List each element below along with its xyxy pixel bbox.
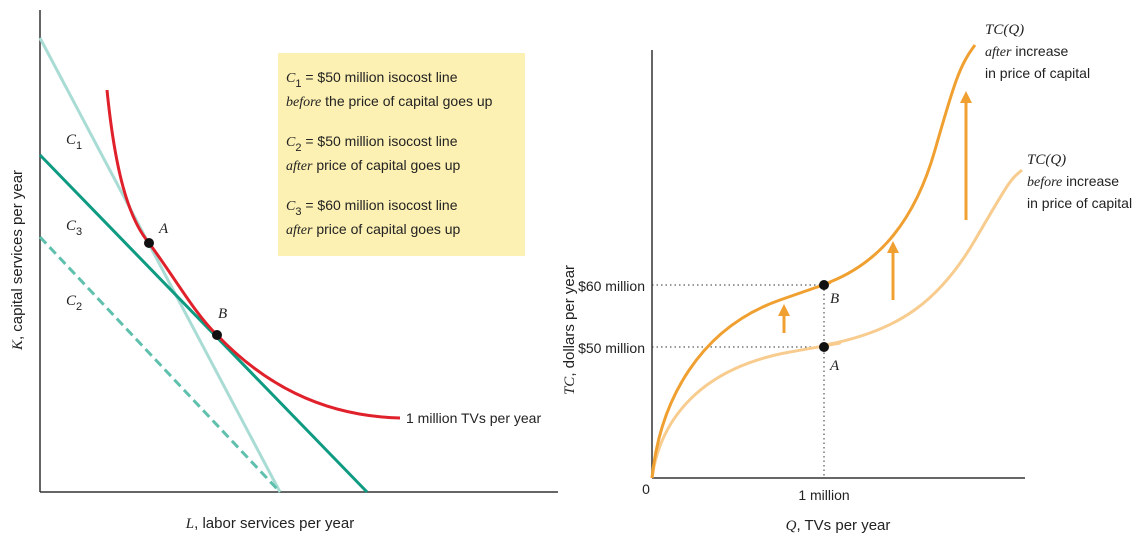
- legend-box: [278, 53, 525, 256]
- line-label: C3: [66, 218, 82, 238]
- point-a: [819, 342, 829, 352]
- isocost-c2: [38, 235, 282, 494]
- curve-label: after increase: [985, 43, 1068, 60]
- point-label: B: [218, 306, 227, 322]
- isocost-c3: [38, 153, 369, 494]
- legend-line: before the price of capital goes up: [286, 93, 493, 110]
- legend: C1 = $50 million isocost line before the…: [286, 69, 493, 238]
- legend-line: after price of capital goes up: [286, 221, 461, 238]
- isoquant: [105, 89, 401, 420]
- isocost-c1: [38, 37, 282, 493]
- origin-label: 0: [642, 481, 650, 497]
- legend-line: after price of capital goes up: [286, 157, 461, 174]
- tc-after: [650, 44, 977, 479]
- y-axis-label: TC, dollars per year: [561, 265, 578, 395]
- legend-line: C1 = $50 million isocost line: [286, 69, 458, 90]
- y-tick-label: $60 million: [578, 278, 645, 294]
- line-label: C2: [66, 293, 82, 313]
- y-axis-label: K, capital services per year: [9, 170, 26, 351]
- line-label: C1: [66, 132, 82, 152]
- y-tick-label: $50 million: [578, 340, 645, 356]
- legend-line: C3 = $60 million isocost line: [286, 197, 458, 218]
- point-label: B: [830, 291, 839, 307]
- curve-label: TC(Q): [985, 22, 1024, 38]
- curve-label: before increase: [1027, 173, 1119, 190]
- right-panel: B A $60 million $50 million 0 1 million …: [561, 22, 1132, 534]
- curve-label: in price of capital: [1027, 195, 1132, 211]
- tc-before: [650, 168, 1023, 479]
- left-panel: A B C1 C3 C2 1 million TVs per year C1 =…: [9, 10, 558, 532]
- point-b: [212, 330, 222, 340]
- legend-line: C2 = $50 million isocost line: [286, 133, 458, 154]
- curve-label: TC(Q): [1027, 152, 1066, 168]
- isoquant-label: 1 million TVs per year: [406, 410, 541, 426]
- curve-label: in price of capital: [985, 65, 1090, 81]
- x-axis-label: L, labor services per year: [185, 515, 354, 532]
- x-axis-label: Q, TVs per year: [786, 517, 891, 534]
- point-label: A: [158, 221, 169, 237]
- point-b: [819, 280, 829, 290]
- point-a: [144, 238, 154, 248]
- point-label: A: [829, 358, 840, 374]
- x-tick-label: 1 million: [798, 487, 849, 503]
